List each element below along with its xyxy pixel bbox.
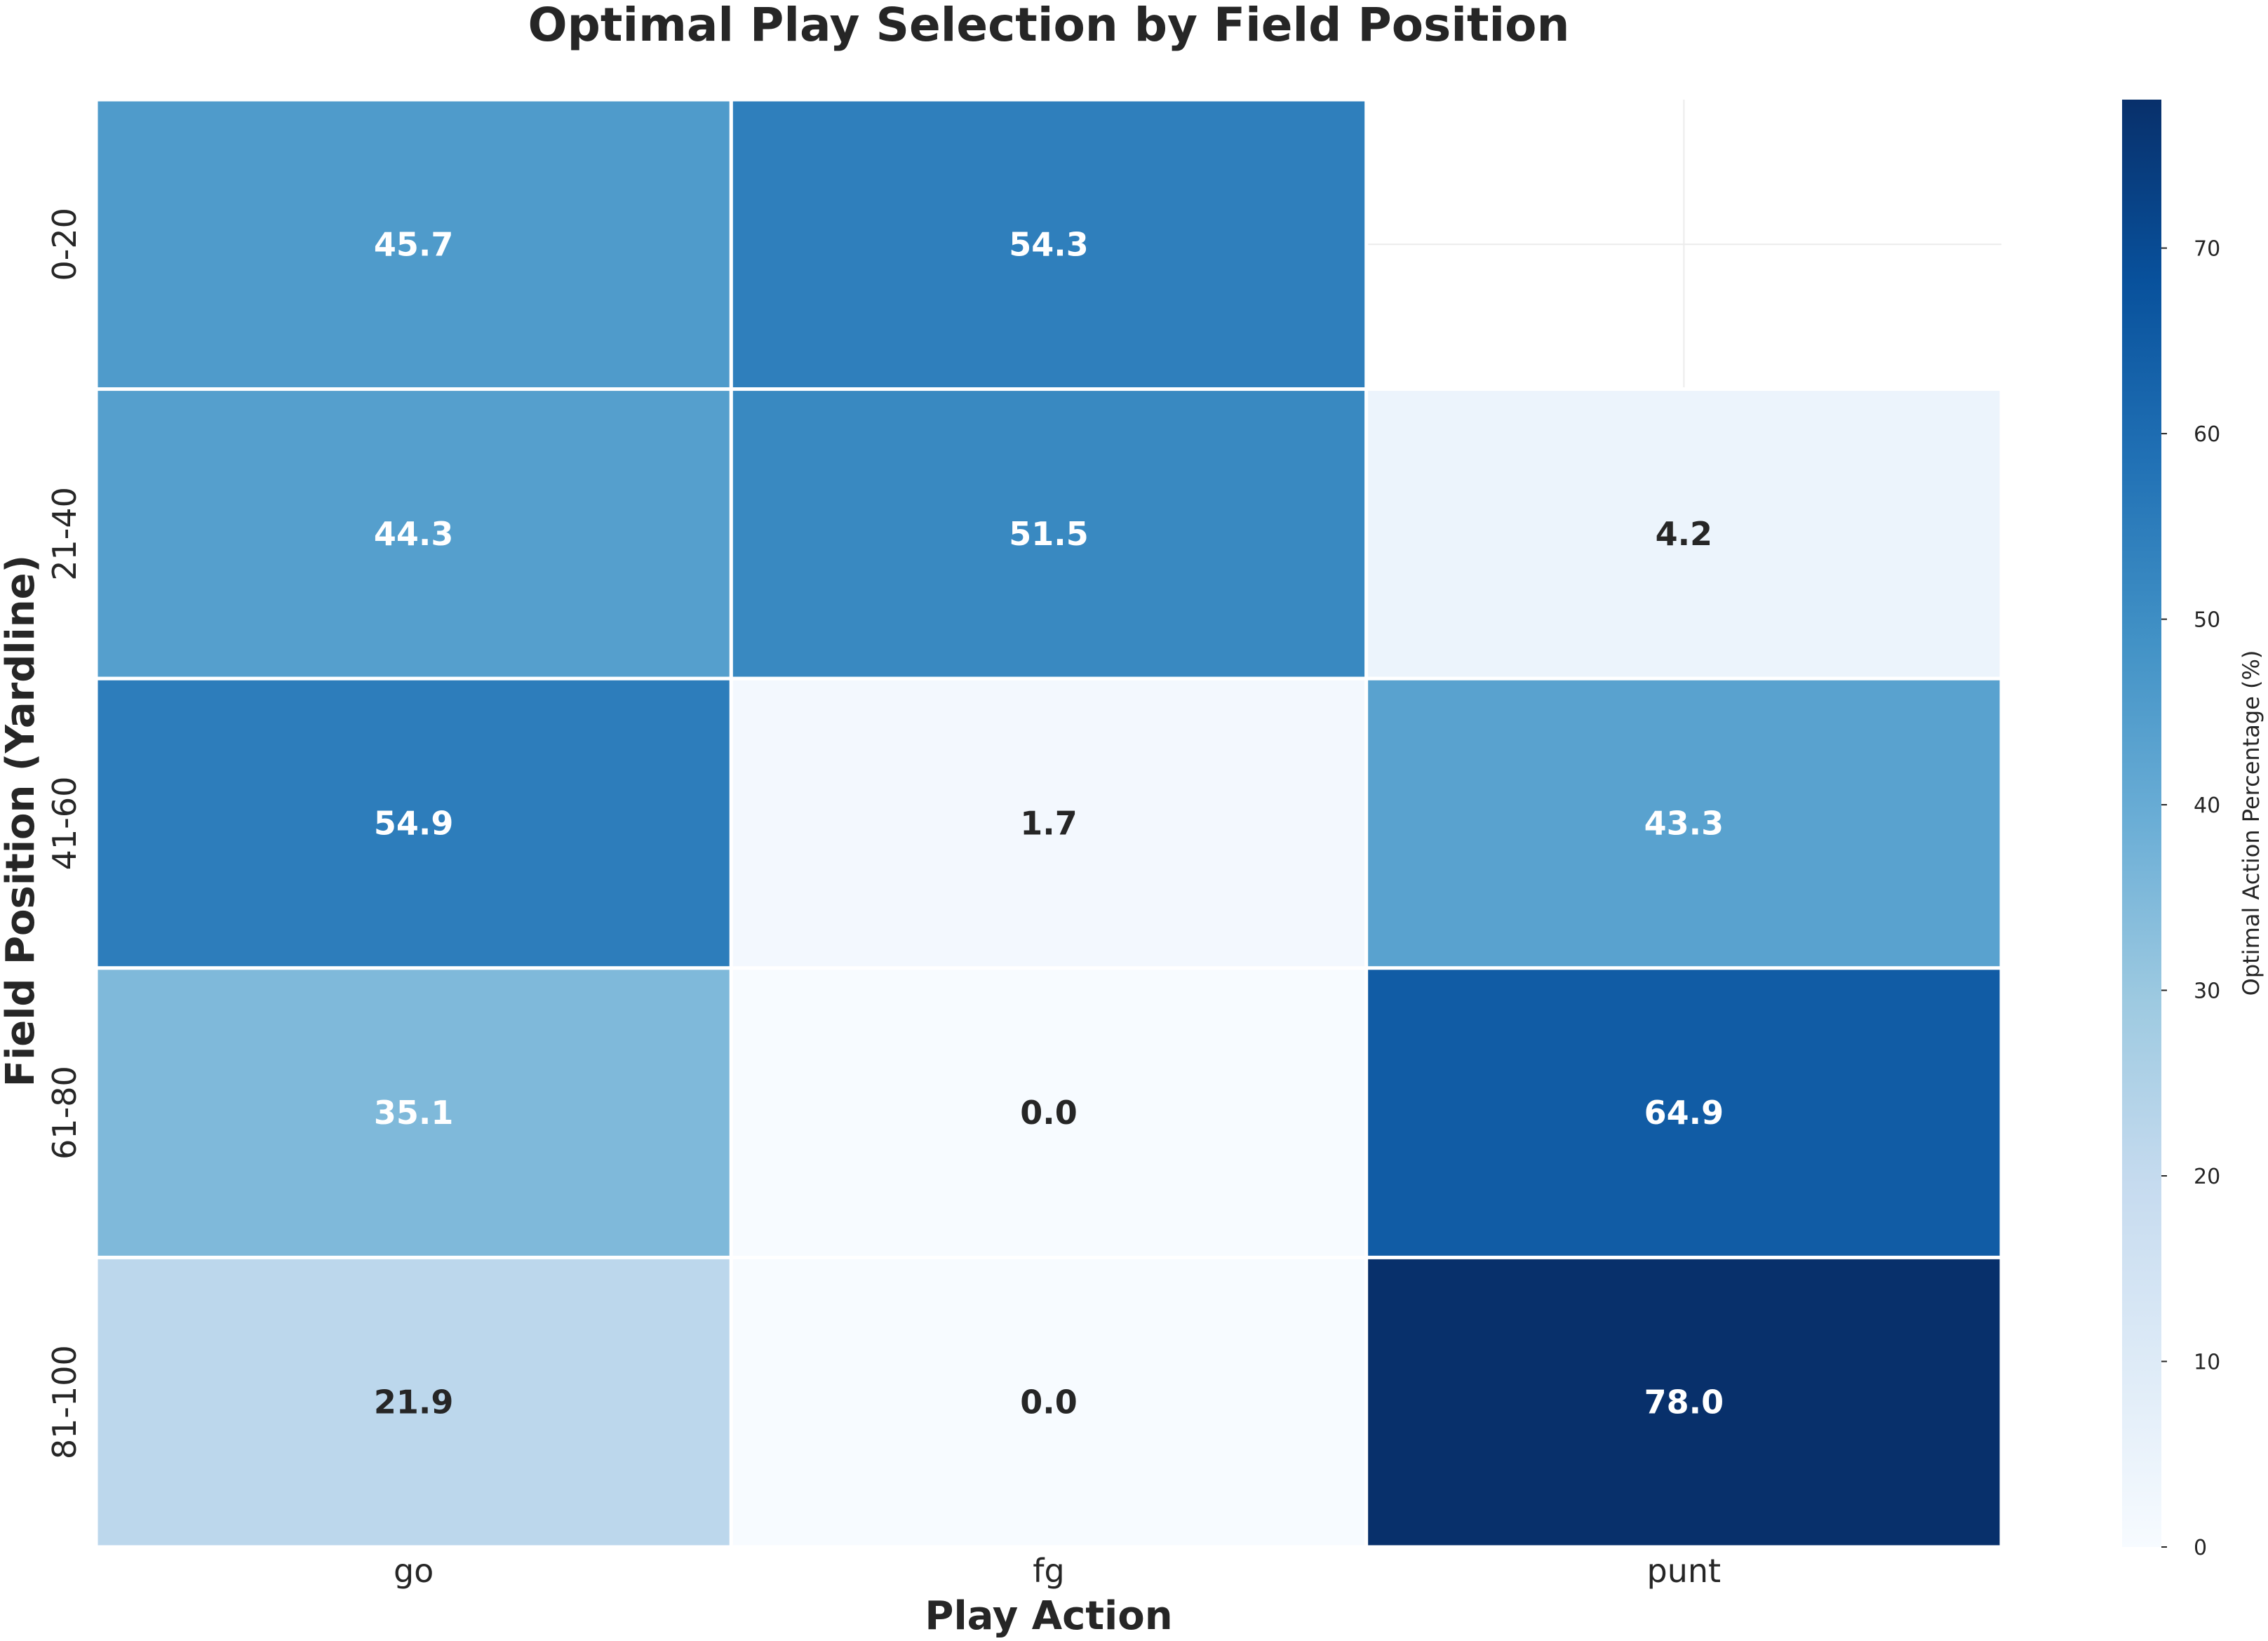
colorbar-gradient — [2122, 100, 2161, 1547]
cell-value-label: 0.0 — [1020, 1384, 1078, 1421]
y-tick-label: 61-80 — [46, 1066, 83, 1160]
cell-value-label: 21.9 — [374, 1384, 454, 1421]
y-tick-label: 21-40 — [46, 487, 83, 581]
cell-value-label: 35.1 — [374, 1094, 454, 1132]
colorbar-label: Optimal Action Percentage (%) — [2238, 650, 2264, 996]
colorbar-tick-label: 10 — [2194, 1351, 2220, 1375]
cell-value-label: 64.9 — [1644, 1094, 1724, 1132]
heatmap-cell — [94, 1255, 733, 1549]
heatmap-cell — [729, 98, 1369, 391]
cell-value-label: 1.7 — [1020, 805, 1078, 843]
heatmap-cell — [94, 98, 733, 391]
y-axis-label: Field Position (Yardline) — [0, 555, 43, 1087]
heatmap-cell — [1364, 1255, 2004, 1549]
colorbar-tick-label: 20 — [2194, 1165, 2220, 1189]
heatmap-cell — [94, 676, 733, 970]
y-tick-label: 41-60 — [46, 777, 83, 871]
y-tick-label: 81-100 — [46, 1345, 83, 1459]
colorbar: Optimal Action Percentage (%) 0 10 20 30 40 5… — [2122, 100, 2264, 1560]
heatmap-cell — [1364, 676, 2004, 970]
colorbar-tick-label: 0 — [2194, 1536, 2207, 1560]
heatmap-cell — [729, 676, 1369, 970]
heatmap-cell — [1364, 966, 2004, 1259]
x-tick-label: fg — [1033, 1552, 1064, 1590]
x-tick-label: punt — [1647, 1552, 1722, 1590]
heatmap-cell — [94, 387, 733, 681]
colorbar-tick-label: 60 — [2194, 422, 2220, 447]
cell-value-label: 51.5 — [1009, 515, 1089, 553]
cell-value-label: 54.9 — [374, 805, 454, 843]
chart-title: Optimal Play Selection by Field Position — [528, 0, 1570, 52]
x-tick-label: go — [394, 1552, 434, 1590]
colorbar-tick-label: 30 — [2194, 979, 2220, 1004]
heatmap-cell — [729, 1255, 1369, 1549]
colorbar-tick-label: 40 — [2194, 793, 2220, 818]
cell-value-label: 78.0 — [1644, 1384, 1724, 1421]
cell-value-label: 44.3 — [374, 515, 454, 553]
x-axis-label: Play Action — [925, 1593, 1172, 1639]
plot-area: 45.7 54.3 44.3 51.5 4.2 54.9 1.7 43.3 35.1 0.0 64.… — [46, 98, 2004, 1590]
y-tick-label: 0-20 — [46, 208, 83, 281]
colorbar-tick-label: 50 — [2194, 608, 2220, 633]
cell-value-label: 0.0 — [1020, 1094, 1078, 1132]
cell-value-label: 43.3 — [1644, 805, 1724, 843]
heatmap-cell — [1364, 387, 2004, 681]
cell-value-label: 4.2 — [1656, 515, 1713, 553]
cell-value-label: 45.7 — [374, 225, 454, 263]
colorbar-tick-label: 70 — [2194, 237, 2220, 262]
cell-value-label: 54.3 — [1009, 225, 1089, 263]
